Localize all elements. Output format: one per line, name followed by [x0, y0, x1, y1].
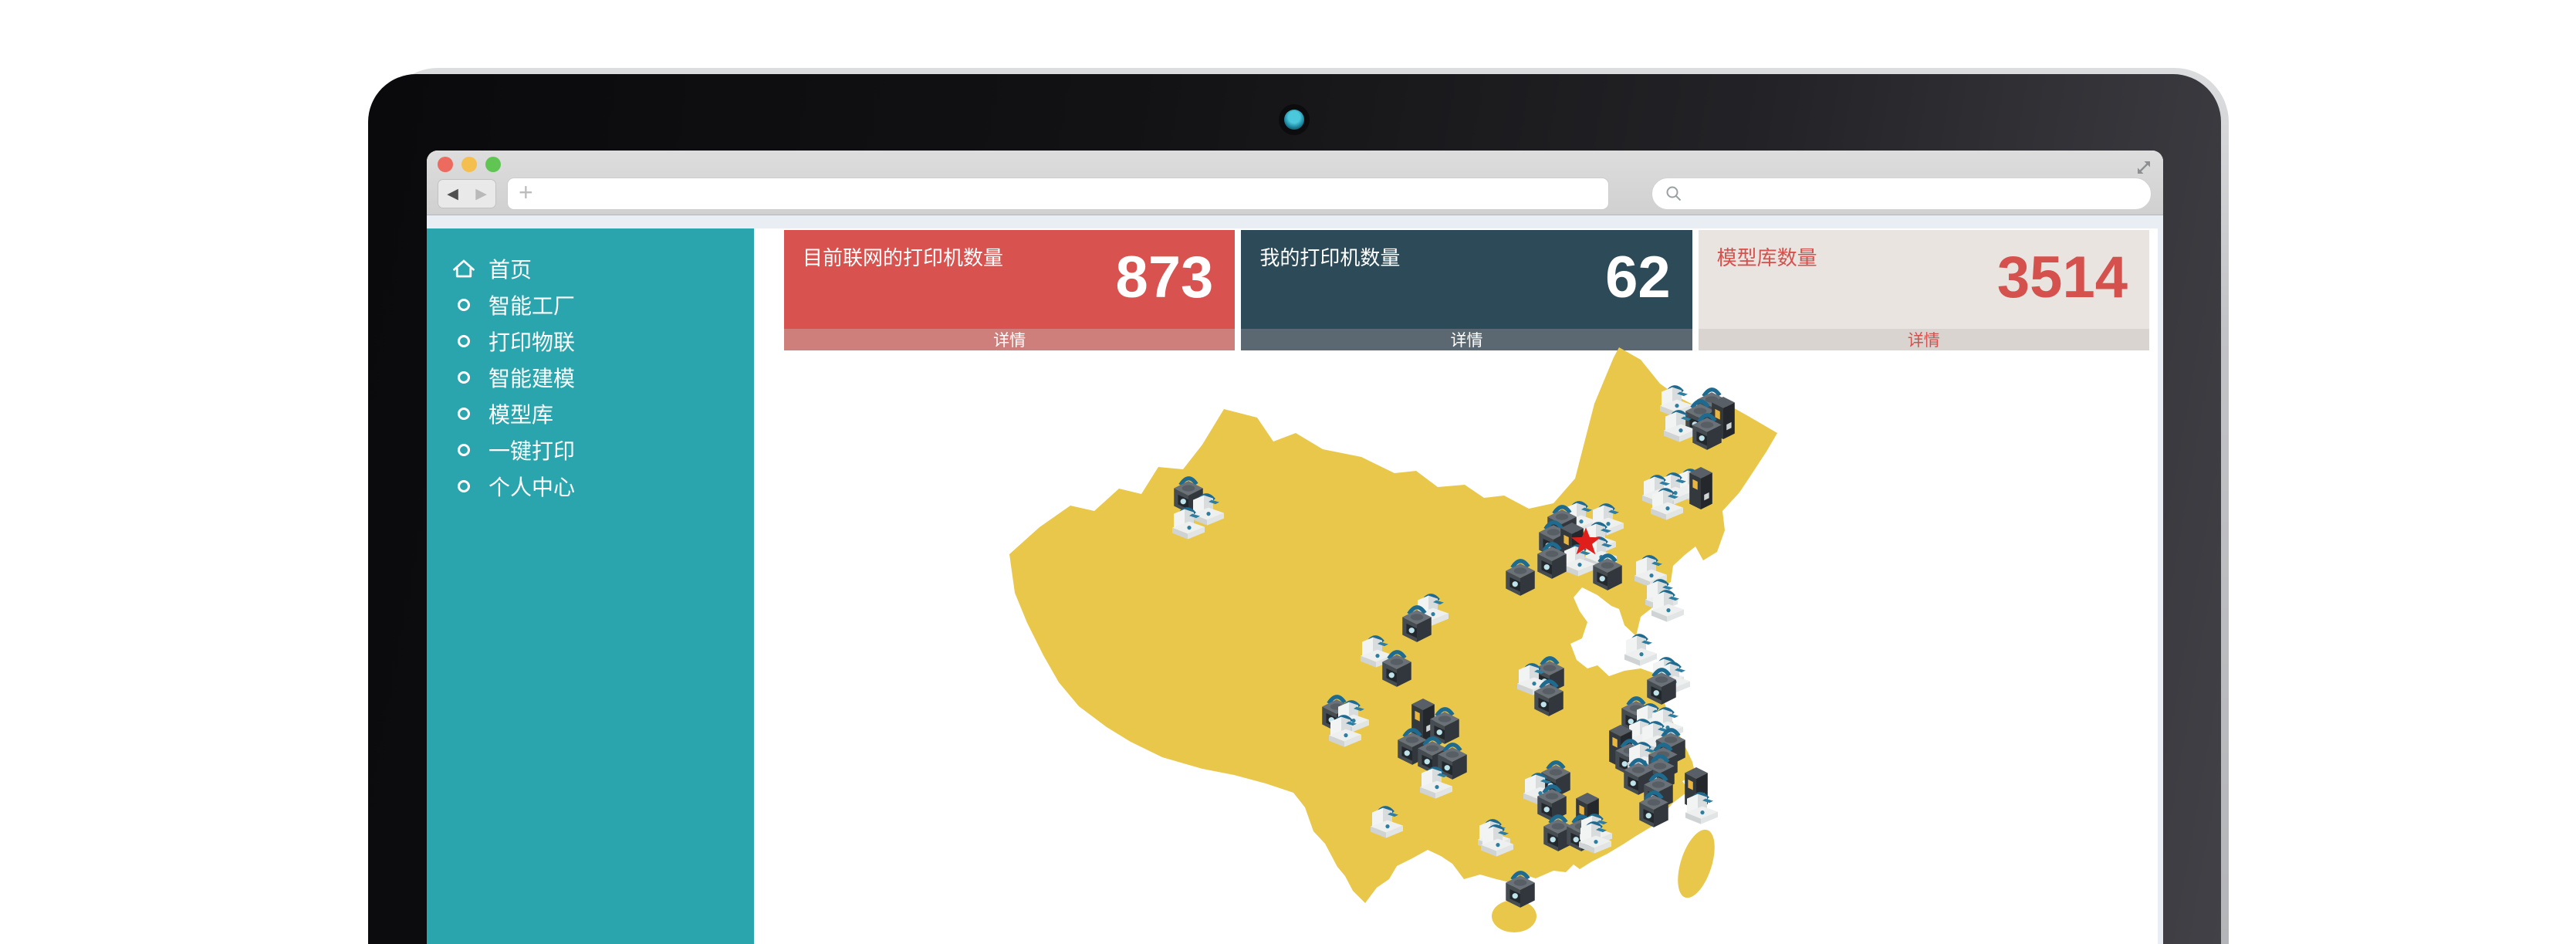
printer-marker-icon — [1650, 589, 1685, 627]
printer-marker-icon — [1381, 650, 1413, 692]
capital-star-icon — [1570, 526, 1601, 560]
stat-card-1: 我的打印机数量 62 详情 — [1241, 230, 1692, 350]
stat-card-title: 我的打印机数量 — [1259, 246, 1401, 269]
sidebar-item-5[interactable]: 一键打印 — [427, 431, 754, 468]
sidebar-menu: 首页智能工厂打印物联智能建模模型库一键打印个人中心 — [427, 250, 754, 504]
printer-marker-icon — [1171, 507, 1206, 545]
home-icon — [450, 258, 478, 279]
printer-marker-icon — [1401, 605, 1433, 648]
stat-card-details-link[interactable]: 详情 — [1698, 329, 2149, 350]
printer-marker-icon — [1327, 714, 1363, 752]
printer-marker-icon — [1172, 476, 1205, 519]
printer-marker-icon — [1504, 871, 1536, 913]
printer-marker-icon — [1418, 766, 1454, 804]
printer-marker-icon — [1645, 667, 1678, 710]
printer-marker-icon — [1536, 784, 1568, 827]
stat-card-body: 模型库数量 3514 — [1698, 230, 2149, 329]
circle-icon — [450, 443, 478, 456]
printer-marker-icon — [1359, 635, 1394, 673]
circle-icon — [450, 370, 478, 384]
stat-card-value: 3514 — [1996, 245, 2128, 310]
printer-marker-icon — [1684, 792, 1719, 830]
webcam-icon — [1284, 110, 1304, 130]
main-content: 目前联网的打印机数量 873 详情 我的打印机数量 62 详情 模型库数量 3514 详情 — [754, 228, 2163, 944]
search-input[interactable] — [1691, 182, 2143, 205]
sidebar-item-1[interactable]: 智能工厂 — [427, 286, 754, 323]
stat-card-value: 873 — [1115, 245, 1214, 310]
printer-marker-icon — [1537, 520, 1570, 563]
sidebar-item-6[interactable]: 个人中心 — [427, 468, 754, 504]
search-icon — [1666, 186, 1682, 201]
cards-row: 目前联网的打印机数量 873 详情 我的打印机数量 62 详情 模型库数量 3514 详情 — [754, 228, 2163, 350]
sidebar: 首页智能工厂打印物联智能建模模型库一键打印个人中心 — [427, 228, 754, 944]
stat-card-details-link[interactable]: 详情 — [1241, 329, 1692, 350]
traffic-lights — [438, 157, 501, 172]
chrome-divider-strip — [427, 215, 2163, 228]
printer-marker-icon — [1369, 806, 1405, 844]
expand-icon[interactable] — [2134, 157, 2154, 178]
circle-icon — [450, 334, 478, 347]
sidebar-item-3[interactable]: 智能建模 — [427, 359, 754, 395]
back-button[interactable]: ◀ — [447, 185, 458, 202]
stat-card-value: 62 — [1605, 245, 1671, 310]
stat-card-0: 目前联网的打印机数量 873 详情 — [784, 230, 1236, 350]
stat-card-details-link[interactable]: 详情 — [784, 329, 1236, 350]
printer-marker-icon — [1691, 413, 1723, 455]
printer-marker-icon — [1479, 824, 1515, 861]
sidebar-item-label: 打印物联 — [488, 330, 576, 354]
printer-marker-icon — [1591, 553, 1624, 596]
printer-marker-icon — [1536, 541, 1568, 584]
stat-card-body: 我的打印机数量 62 — [1241, 230, 1692, 329]
taiwan-island — [1678, 829, 1715, 898]
sidebar-item-2[interactable]: 打印物联 — [427, 323, 754, 359]
printer-marker-icon — [1522, 772, 1557, 810]
printer-marker-icon — [1577, 821, 1613, 859]
sidebar-item-label: 智能工厂 — [488, 293, 576, 318]
sidebar-item-label: 首页 — [488, 257, 532, 282]
zoom-window-button[interactable] — [485, 157, 501, 172]
search-bar[interactable] — [1651, 178, 2152, 210]
url-input[interactable] — [540, 182, 1597, 205]
browser-window: ◀ ▶ + 首页智能工厂打印物联智能建模模型库一键打印个人中心 目前联网的打印机… — [427, 151, 2163, 944]
printer-marker-icon — [1428, 706, 1461, 749]
china-map-svg — [1009, 347, 1777, 932]
printer-marker-icon — [1638, 790, 1670, 833]
url-bar[interactable]: + — [507, 178, 1609, 210]
printer-marker-icon — [1649, 487, 1685, 525]
circle-icon — [450, 298, 478, 311]
browser-chrome: ◀ ▶ + — [427, 151, 2163, 215]
scroll-track[interactable] — [2158, 228, 2163, 944]
printer-marker-icon — [1561, 544, 1597, 582]
stat-card-body: 目前联网的打印机数量 873 — [784, 230, 1236, 329]
nav-button-group: ◀ ▶ — [438, 179, 496, 208]
sidebar-item-4[interactable]: 模型库 — [427, 395, 754, 431]
sidebar-item-label: 一键打印 — [488, 438, 576, 463]
printer-marker-icon — [1687, 464, 1715, 516]
printer-marker-icon — [1633, 555, 1668, 593]
printer-layer — [1003, 343, 1798, 939]
close-window-button[interactable] — [438, 157, 453, 172]
china-landmass — [1009, 347, 1777, 903]
printer-marker-icon — [1504, 559, 1536, 601]
stat-card-title: 模型库数量 — [1716, 246, 1817, 269]
page-body: 首页智能工厂打印物联智能建模模型库一键打印个人中心 目前联网的打印机数量 873 详… — [427, 228, 2163, 944]
forward-button[interactable]: ▶ — [475, 185, 487, 202]
printer-marker-icon — [1662, 410, 1698, 448]
sidebar-item-0[interactable]: 首页 — [427, 250, 754, 286]
sidebar-item-label: 个人中心 — [488, 475, 576, 499]
printer-marker-icon — [1623, 633, 1658, 671]
sidebar-item-label: 智能建模 — [488, 366, 576, 391]
minimize-window-button[interactable] — [461, 157, 477, 172]
china-map — [1003, 343, 1798, 939]
url-plus-icon: + — [519, 178, 533, 206]
printer-marker-icon — [1533, 679, 1565, 722]
stat-card-title: 目前联网的打印机数量 — [803, 246, 1004, 269]
circle-icon — [450, 407, 478, 420]
stat-card-2: 模型库数量 3514 详情 — [1698, 230, 2149, 350]
hainan-island — [1492, 900, 1536, 932]
circle-icon — [450, 479, 478, 492]
sidebar-item-label: 模型库 — [488, 402, 554, 427]
